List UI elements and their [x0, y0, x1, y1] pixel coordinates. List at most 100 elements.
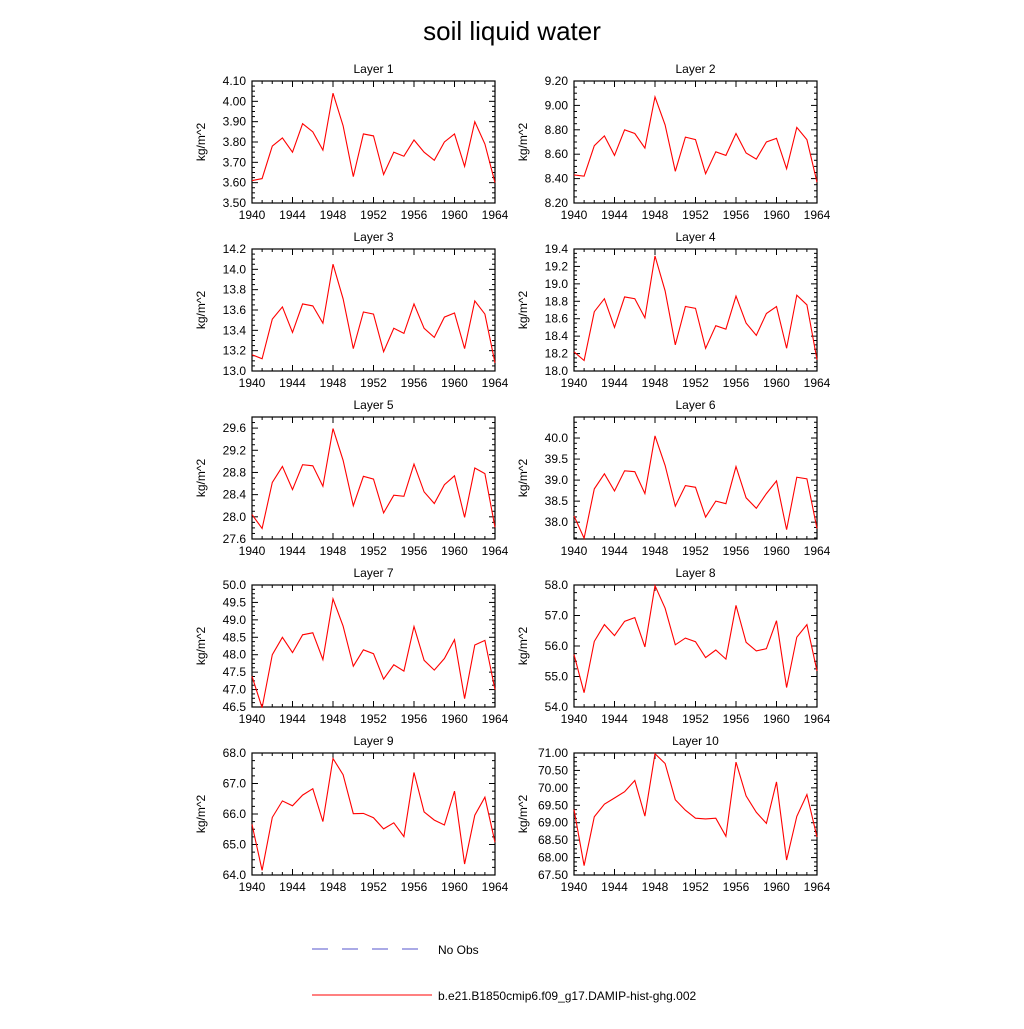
- x-tick-label: 1960: [441, 712, 468, 726]
- y-tick-label: 3.80: [223, 135, 247, 149]
- x-tick-label: 1960: [441, 880, 468, 894]
- x-tick-label: 1960: [441, 376, 468, 390]
- x-tick-label: 1964: [804, 208, 831, 222]
- x-tick-label: 1944: [279, 376, 306, 390]
- x-tick-label: 1960: [763, 880, 790, 894]
- y-tick-label: 13.0: [223, 364, 247, 378]
- y-tick-label: 65.0: [223, 838, 247, 852]
- x-tick-label: 1952: [682, 208, 709, 222]
- y-axis-label: kg/m^2: [516, 123, 530, 162]
- x-tick-label: 1956: [401, 208, 428, 222]
- x-tick-label: 1940: [239, 712, 266, 726]
- y-tick-label: 18.6: [545, 312, 569, 326]
- x-tick-label: 1948: [642, 544, 669, 558]
- x-tick-label: 1948: [320, 544, 347, 558]
- x-tick-label: 1948: [642, 376, 669, 390]
- y-tick-label: 4.10: [223, 74, 247, 88]
- x-tick-label: 1940: [561, 880, 588, 894]
- panel-title: Layer 6: [675, 398, 715, 412]
- y-tick-label: 18.0: [545, 364, 569, 378]
- x-tick-label: 1960: [763, 712, 790, 726]
- panel-grid: Layer 1 kg/m^2 1940 1944 1948 1952 1956 1960 196…: [194, 62, 831, 894]
- y-tick-label: 27.6: [223, 532, 247, 546]
- x-tick-label: 1940: [561, 712, 588, 726]
- legend-entry-no-obs: No Obs: [312, 943, 479, 957]
- x-tick-label: 1952: [682, 880, 709, 894]
- x-tick-label: 1948: [642, 712, 669, 726]
- plot-frame: [573, 80, 818, 204]
- x-tick-label: 1944: [279, 712, 306, 726]
- y-tick-label: 48.5: [223, 630, 247, 644]
- x-tick-label: 1952: [360, 544, 387, 558]
- panel-title: Layer 2: [675, 62, 715, 76]
- x-tick-label: 1960: [763, 208, 790, 222]
- x-tick-label: 1960: [763, 376, 790, 390]
- y-tick-label: 58.0: [545, 578, 569, 592]
- y-tick-label: 49.0: [223, 613, 247, 627]
- panel-6: Layer 6 kg/m^2 1940 1944 1948 1952 1956 1960 196…: [516, 398, 831, 558]
- x-tick-label: 1964: [482, 208, 509, 222]
- x-tick-label: 1952: [682, 376, 709, 390]
- panel-title: Layer 3: [353, 230, 393, 244]
- series-line: [573, 255, 818, 362]
- y-tick-label: 13.2: [223, 344, 247, 358]
- x-tick-label: 1948: [320, 712, 347, 726]
- x-tick-label: 1956: [723, 208, 750, 222]
- series-line: [251, 93, 496, 183]
- panel-2: Layer 2 kg/m^2 1940 1944 1948 1952 1956 1960 196…: [516, 62, 831, 222]
- y-axis-label: kg/m^2: [516, 627, 530, 666]
- y-tick-label: 46.5: [223, 700, 247, 714]
- panel-title: Layer 1: [353, 62, 393, 76]
- y-tick-label: 3.70: [223, 155, 247, 169]
- panel-4: Layer 4 kg/m^2 1940 1944 1948 1952 1956 1960 196…: [516, 230, 831, 390]
- x-tick-label: 1964: [804, 880, 831, 894]
- panel-title: Layer 10: [672, 734, 719, 748]
- plot-frame: [251, 416, 496, 540]
- series-line: [573, 94, 818, 183]
- x-tick-label: 1956: [723, 712, 750, 726]
- x-tick-label: 1948: [320, 880, 347, 894]
- y-axis-label: kg/m^2: [194, 459, 208, 498]
- y-tick-label: 68.50: [538, 833, 568, 847]
- panel-title: Layer 4: [675, 230, 715, 244]
- x-tick-label: 1964: [482, 712, 509, 726]
- y-tick-label: 38.5: [545, 494, 569, 508]
- y-tick-label: 19.2: [545, 259, 569, 273]
- y-tick-label: 39.5: [545, 452, 569, 466]
- y-tick-label: 50.0: [223, 578, 247, 592]
- x-tick-label: 1944: [279, 544, 306, 558]
- x-tick-label: 1948: [642, 880, 669, 894]
- x-tick-label: 1952: [360, 208, 387, 222]
- y-tick-label: 8.20: [545, 196, 569, 210]
- y-tick-label: 68.00: [538, 851, 568, 865]
- x-tick-label: 1944: [279, 208, 306, 222]
- plot-frame: [251, 80, 496, 204]
- y-tick-label: 18.8: [545, 294, 569, 308]
- y-tick-label: 69.00: [538, 816, 568, 830]
- x-tick-label: 1956: [401, 712, 428, 726]
- x-tick-label: 1952: [360, 880, 387, 894]
- y-tick-label: 49.5: [223, 595, 247, 609]
- y-tick-label: 28.8: [223, 465, 247, 479]
- y-tick-label: 29.2: [223, 443, 247, 457]
- x-tick-label: 1944: [601, 544, 628, 558]
- y-tick-label: 3.60: [223, 176, 247, 190]
- x-tick-label: 1964: [804, 376, 831, 390]
- y-tick-label: 47.5: [223, 665, 247, 679]
- y-tick-label: 28.0: [223, 510, 247, 524]
- y-tick-label: 64.0: [223, 868, 247, 882]
- panel-1: Layer 1 kg/m^2 1940 1944 1948 1952 1956 1960 196…: [194, 62, 509, 222]
- x-tick-label: 1940: [239, 880, 266, 894]
- y-axis-label: kg/m^2: [194, 123, 208, 162]
- x-tick-label: 1944: [601, 712, 628, 726]
- x-tick-label: 1956: [723, 544, 750, 558]
- y-tick-label: 48.0: [223, 648, 247, 662]
- y-tick-label: 38.0: [545, 515, 569, 529]
- y-tick-label: 13.4: [223, 323, 247, 337]
- x-tick-label: 1952: [360, 376, 387, 390]
- y-axis-label: kg/m^2: [194, 291, 208, 330]
- y-tick-label: 70.50: [538, 763, 568, 777]
- panel-10: Layer 10 kg/m^2 1940 1944 1948 1952 1956 1960 19…: [516, 734, 831, 894]
- x-tick-label: 1940: [239, 544, 266, 558]
